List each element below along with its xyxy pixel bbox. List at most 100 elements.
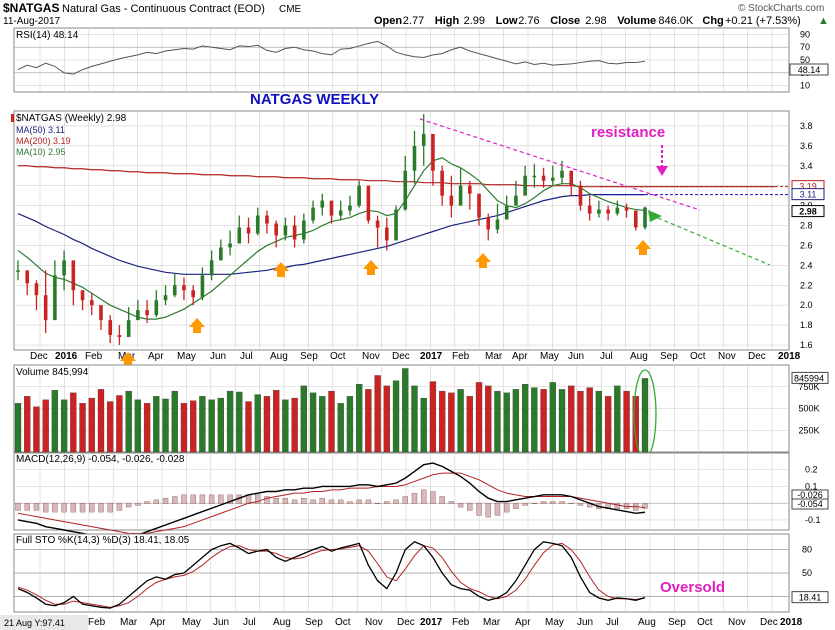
macd-value-box <box>791 498 829 510</box>
sto-last-value: 18.41 <box>799 593 822 603</box>
price-x-label: Dec <box>392 351 410 362</box>
macd-histogram-bar <box>374 503 381 504</box>
price-legend-swatch <box>11 114 14 122</box>
volume-bar <box>531 387 538 453</box>
volume-bar <box>300 385 307 453</box>
price-candle-body <box>283 225 288 236</box>
volume-bar <box>79 403 86 453</box>
volume-bar <box>116 395 123 453</box>
price-candle-body <box>431 133 435 171</box>
macd-histogram-bar <box>227 494 233 504</box>
macd-histogram-bar <box>24 503 30 511</box>
sto-k-line <box>17 541 646 609</box>
volume-bar <box>171 390 178 453</box>
chart-annotation-title: NATGAS WEEKLY <box>250 91 379 108</box>
price-x-label: Aug <box>630 351 648 362</box>
price-x-label: Jun <box>568 351 584 362</box>
volume-bar <box>226 390 234 453</box>
price-candle-body <box>587 205 592 214</box>
volume-bar <box>254 394 261 453</box>
price-x-label: Oct <box>690 351 706 362</box>
price-candle-body <box>274 223 278 236</box>
volume-bar <box>143 403 151 453</box>
price-x-label: Jun <box>210 351 226 362</box>
volume-bar <box>429 381 437 453</box>
price-candle-body <box>209 260 214 276</box>
price-candle-body <box>357 185 361 206</box>
volume-bar <box>107 401 114 453</box>
price-candle-body <box>550 177 555 181</box>
volume-bar <box>70 392 77 453</box>
volume-bar <box>512 389 520 453</box>
price-candle-body <box>560 170 564 178</box>
ohlc-value-open: 2.77 <box>403 15 424 27</box>
macd-histogram-bar <box>411 492 418 504</box>
macd-histogram-bar <box>457 503 464 508</box>
price-candle-body <box>385 227 389 241</box>
price-candle-body <box>643 207 647 228</box>
price-last-label: 3.19 <box>799 182 817 192</box>
bottom-x-label: Oct <box>697 617 713 628</box>
price-x-label: Aug <box>270 351 288 362</box>
cursor-readout-box <box>0 615 88 630</box>
price-x-label: Apr <box>512 351 528 362</box>
price-candle-body <box>99 305 103 321</box>
up-arrow-orange-icon <box>635 240 651 255</box>
price-tick: 2.4 <box>800 260 813 270</box>
price-candle-body <box>348 205 352 211</box>
price-x-label: Mar <box>485 351 503 362</box>
rsi-last-value: 48.14 <box>798 65 821 75</box>
volume-bar <box>402 368 409 453</box>
price-label-box <box>791 188 825 201</box>
bottom-x-label: Aug <box>273 617 291 628</box>
ma200-line <box>18 165 775 188</box>
macd-histogram-bar <box>98 503 104 513</box>
price-candle-body <box>71 260 76 291</box>
bottom-x-label: Apr <box>150 617 166 628</box>
projection-arrow-icon <box>648 210 662 222</box>
price-x-label: Nov <box>362 351 380 362</box>
macd-histogram-bar <box>125 503 132 508</box>
macd-histogram-bar <box>494 503 501 516</box>
macd-histogram-bar <box>218 494 224 504</box>
volume-bar <box>438 390 446 453</box>
bottom-x-label: Mar <box>483 617 501 628</box>
price-x-label: 2016 <box>55 351 78 362</box>
volume-bar <box>42 399 49 453</box>
ohlc-value-high: 2.99 <box>464 15 485 27</box>
price-legend: $NATGAS (Weekly) 2.98 <box>16 113 127 124</box>
price-candle-body <box>108 320 113 336</box>
macd-tick: 0.2 <box>805 465 818 475</box>
up-arrow-orange-icon <box>363 260 379 275</box>
macd-panel <box>13 452 790 531</box>
volume-bar <box>457 389 464 453</box>
volume-bar <box>623 390 630 453</box>
volume-bar <box>604 396 612 453</box>
price-candle-body <box>606 209 610 214</box>
price-tick: 3.6 <box>800 141 813 151</box>
price-candle-body <box>246 227 251 234</box>
volume-bar <box>33 406 40 453</box>
macd-histogram-bar <box>356 499 362 504</box>
price-candle-body <box>302 220 306 240</box>
macd-tick: 0.1 <box>805 481 818 491</box>
ma50-legend: MA(50) 3.11 <box>16 125 65 135</box>
rsi-legend: RSI(14) 48.14 <box>16 30 79 41</box>
ohlc-label-high_label: High <box>435 15 460 27</box>
macd-histogram-bar <box>107 503 113 513</box>
volume-bar <box>383 385 390 453</box>
volume-bar <box>273 390 280 453</box>
price-candle-body <box>292 225 297 240</box>
macd-histogram-bar <box>614 503 621 509</box>
volume-bar <box>153 396 160 453</box>
bottom-x-label: Mar <box>120 617 138 628</box>
macd-histogram-bar <box>282 497 289 504</box>
bottom-x-label: May <box>182 617 201 628</box>
ohlc-label-low_label: Low <box>496 15 518 27</box>
volume-bar <box>134 399 142 453</box>
rsi-tick: 70 <box>800 42 810 52</box>
price-candle-body <box>412 145 417 171</box>
volume-bar <box>346 396 354 453</box>
price-candle-body <box>25 270 30 284</box>
price-tick: 1.6 <box>800 340 813 350</box>
